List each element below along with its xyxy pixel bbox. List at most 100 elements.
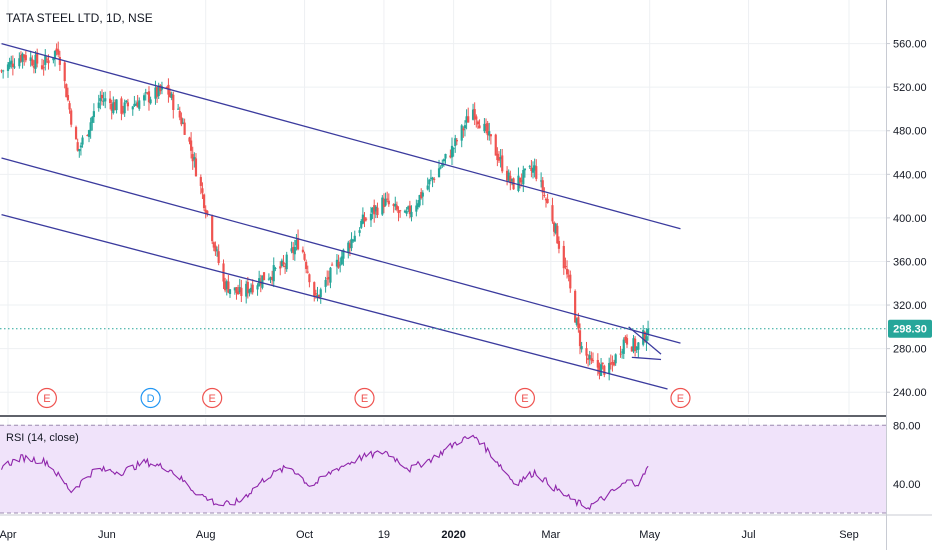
candle-body xyxy=(384,198,387,206)
event-marker-label: E xyxy=(361,393,368,405)
candle-body xyxy=(544,198,548,201)
candle-body xyxy=(410,211,413,218)
candle-body xyxy=(399,210,402,212)
event-marker[interactable]: E xyxy=(36,387,57,409)
candle-body xyxy=(577,317,580,329)
candle-body xyxy=(543,195,546,197)
event-marker[interactable]: D xyxy=(140,387,161,409)
event-marker[interactable]: E xyxy=(354,387,375,409)
candle-body xyxy=(126,102,130,107)
candle-body xyxy=(580,346,583,350)
candle-body xyxy=(172,94,175,110)
candle-body xyxy=(575,318,578,325)
candle-body xyxy=(177,108,180,110)
candle-body xyxy=(249,287,253,293)
candle-body xyxy=(637,342,640,350)
event-marker[interactable]: E xyxy=(514,387,536,409)
candle-body xyxy=(460,125,463,141)
event-marker-circle xyxy=(140,387,161,409)
candle-body xyxy=(112,102,115,114)
candle-body xyxy=(170,93,173,99)
time-tick-label: Aug xyxy=(196,529,216,541)
candle-body xyxy=(314,293,317,295)
candle-body xyxy=(416,203,420,208)
candle-body xyxy=(165,87,168,89)
candle-body xyxy=(228,289,232,294)
candle-body xyxy=(449,155,452,158)
candle-body xyxy=(66,95,70,101)
candle-body xyxy=(296,238,300,250)
candle-body xyxy=(79,145,83,148)
candle-body xyxy=(318,294,321,299)
candle-body xyxy=(306,271,309,273)
event-marker-circle xyxy=(354,387,375,409)
rsi-line xyxy=(0,434,649,511)
trend-line xyxy=(631,356,662,361)
candle-body xyxy=(214,245,217,252)
candle-body xyxy=(499,157,502,160)
candle-body xyxy=(240,287,243,297)
candle-body xyxy=(70,110,73,125)
candle-body xyxy=(292,246,295,253)
candle-body xyxy=(269,277,272,279)
candle-body xyxy=(108,98,112,104)
candle-body xyxy=(624,336,627,341)
candle-body xyxy=(590,358,593,361)
candle-body xyxy=(44,55,47,65)
candle-body xyxy=(562,245,565,269)
candle-body xyxy=(337,261,340,268)
event-marker[interactable]: E xyxy=(670,387,691,409)
trend-line xyxy=(1,157,681,344)
candle-body xyxy=(143,95,146,101)
candle-body xyxy=(58,57,61,65)
candle-body xyxy=(55,48,58,52)
candle-body xyxy=(352,240,355,242)
candle-body xyxy=(455,139,458,142)
candle-body xyxy=(324,280,327,287)
candle-body xyxy=(612,362,616,366)
candle-body xyxy=(520,180,523,182)
candle-body xyxy=(467,116,470,123)
candle-body xyxy=(540,180,543,182)
event-marker-label: E xyxy=(209,393,216,405)
candle-body xyxy=(92,111,95,118)
candle-body xyxy=(138,100,141,109)
candle-body xyxy=(295,240,298,246)
candle-body xyxy=(484,124,488,126)
candle-body xyxy=(381,197,384,215)
candle-body xyxy=(431,177,434,180)
candle-body xyxy=(611,361,614,364)
candle-body xyxy=(327,276,330,280)
candle-body xyxy=(353,235,356,242)
candle-body xyxy=(235,287,238,293)
candle-body xyxy=(285,254,288,270)
candle-body xyxy=(2,70,5,72)
event-marker-circle xyxy=(36,387,57,409)
candle-body xyxy=(10,60,13,65)
candle-body xyxy=(215,249,219,251)
candle-body xyxy=(34,54,37,69)
candle-body xyxy=(496,153,499,161)
candle-body xyxy=(567,275,570,277)
candle-body xyxy=(463,125,467,129)
candle-body xyxy=(348,243,352,249)
candle-body xyxy=(510,179,514,182)
candle-body xyxy=(386,198,389,200)
candle-body xyxy=(271,276,274,280)
chart-title: TATA STEEL LTD, 1D, NSE xyxy=(6,11,153,25)
event-marker-label: D xyxy=(147,393,155,405)
rsi-tick-label: 40.00 xyxy=(893,479,921,491)
candle-body xyxy=(465,116,468,123)
candle-body xyxy=(450,145,454,158)
candle-body xyxy=(578,330,582,347)
candle-body xyxy=(421,192,424,197)
event-marker[interactable]: E xyxy=(202,387,223,409)
candle-body xyxy=(251,284,254,293)
candle-body xyxy=(642,330,645,345)
candle-body xyxy=(211,215,214,242)
candle-body xyxy=(523,168,527,171)
candle-body xyxy=(387,200,390,205)
